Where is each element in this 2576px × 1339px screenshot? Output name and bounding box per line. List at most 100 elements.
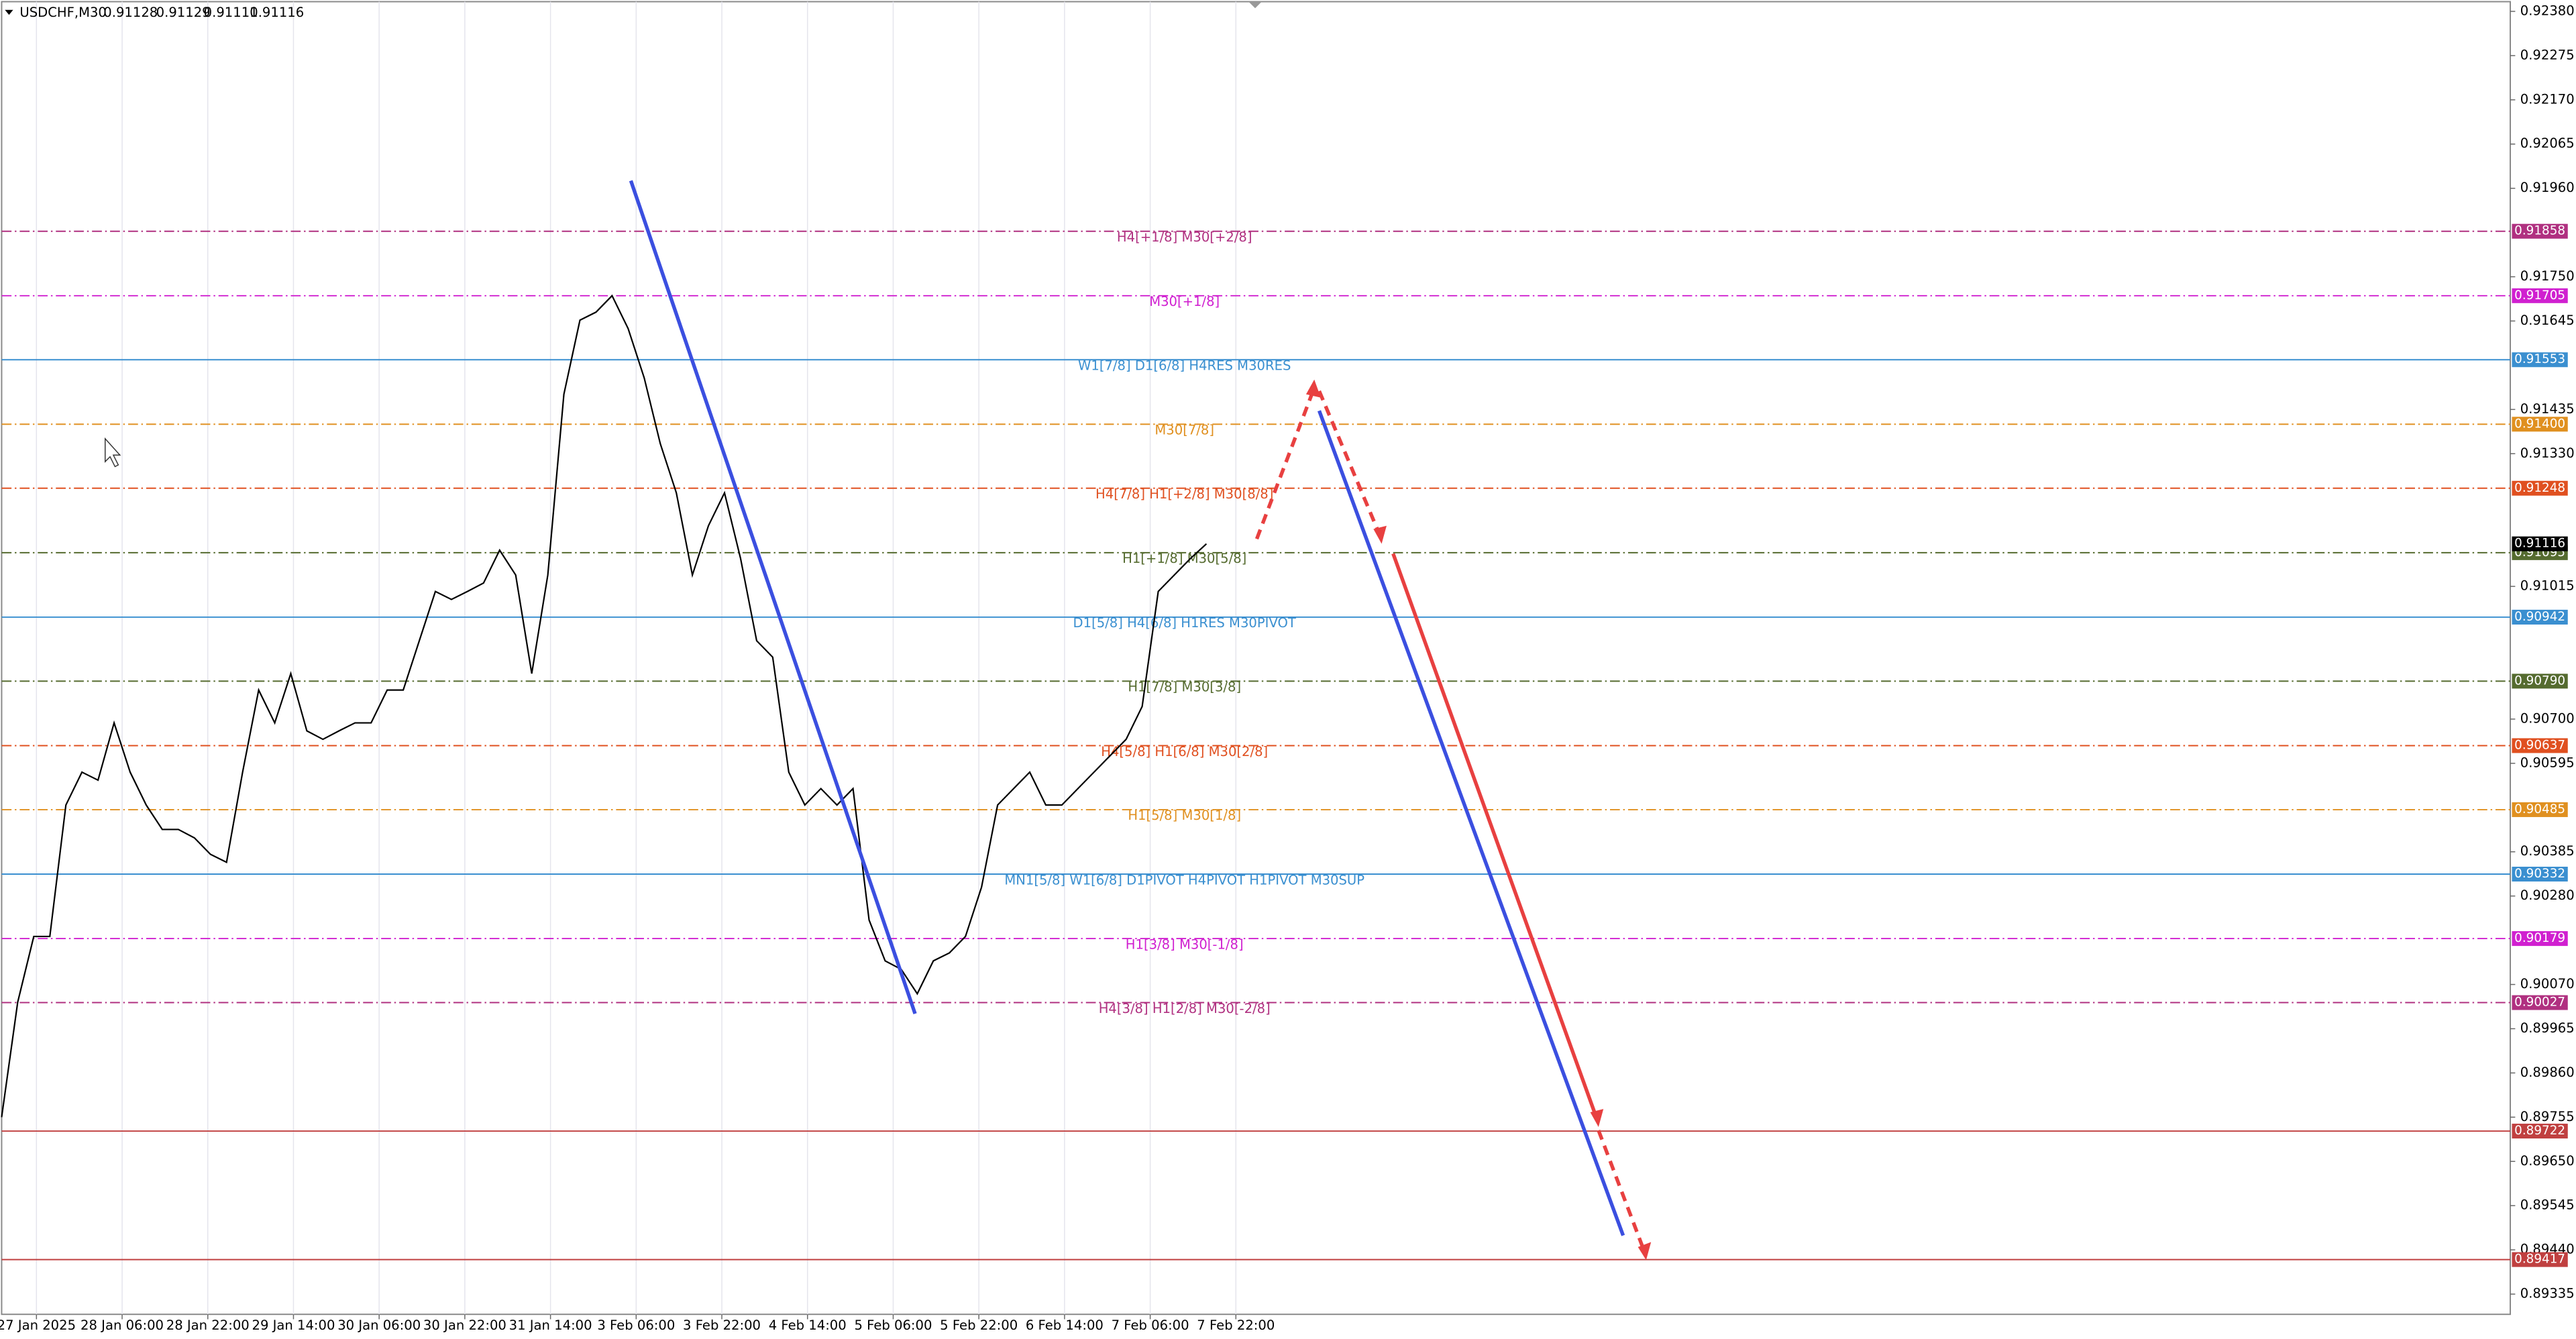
price-tag bbox=[2512, 609, 2568, 625]
price-tag bbox=[2512, 480, 2568, 496]
price-tag bbox=[2512, 288, 2568, 303]
price-tag bbox=[2512, 866, 2568, 882]
price-tag bbox=[2512, 352, 2568, 368]
y-tick-label: 0.89860 bbox=[2520, 1065, 2575, 1080]
price-tag-label: 0.90027 bbox=[2514, 996, 2565, 1010]
price-tag-label: 0.91248 bbox=[2514, 481, 2565, 495]
level-label: H4[7/8] H1[+2/8] M30[8/8] bbox=[1095, 486, 1273, 502]
x-tick-label: 3 Feb 22:00 bbox=[683, 1318, 761, 1333]
x-tick-label: 27 Jan 2025 bbox=[0, 1318, 76, 1333]
price-tag-label: 0.90485 bbox=[2514, 802, 2565, 816]
y-tick-label: 0.91015 bbox=[2520, 578, 2575, 594]
y-tick-label: 0.91645 bbox=[2520, 313, 2575, 328]
mouse-cursor bbox=[105, 437, 121, 468]
level-label: H4[5/8] H1[6/8] M30[2/8] bbox=[1101, 744, 1268, 759]
price-tag-label: 0.91400 bbox=[2514, 417, 2565, 431]
y-tick-label: 0.92380 bbox=[2520, 3, 2575, 18]
y-tick-label: 0.89650 bbox=[2520, 1153, 2575, 1169]
x-tick-label: 30 Jan 06:00 bbox=[337, 1318, 421, 1333]
y-tick-label: 0.91750 bbox=[2520, 268, 2575, 284]
price-tag bbox=[2512, 417, 2568, 432]
y-tick-label: 0.90595 bbox=[2520, 755, 2575, 770]
price-tag-label: 0.90332 bbox=[2514, 867, 2565, 881]
axes: 27 Jan 2025 28 Jan 06:00 28 Jan 22:00 29 Ja… bbox=[0, 3, 2575, 1332]
level-label: H1[+1/8] M30[5/8] bbox=[1122, 551, 1246, 566]
x-tick-label: 7 Feb 22:00 bbox=[1197, 1318, 1275, 1333]
price-tag bbox=[2512, 738, 2568, 753]
annotations bbox=[105, 1, 1652, 1261]
current-price-label: 0.91116 bbox=[2514, 537, 2565, 551]
arrow-head bbox=[1305, 379, 1321, 398]
price-tag-label: 0.91705 bbox=[2514, 288, 2565, 303]
level-label: MN1[5/8] W1[6/8] D1PIVOT H4PIVOT H1PIVOT… bbox=[1004, 872, 1364, 888]
price-tag bbox=[2512, 802, 2568, 817]
y-tick-label: 0.89545 bbox=[2520, 1197, 2575, 1213]
level-label: M30[+1/8] bbox=[1149, 294, 1220, 309]
y-tick-label: 0.92065 bbox=[2520, 136, 2575, 151]
grid bbox=[36, 1, 1237, 1315]
price-line bbox=[1, 294, 1208, 1118]
price-tag-label: 0.91553 bbox=[2514, 352, 2565, 366]
scroll-marker bbox=[1248, 1, 1262, 9]
levels: H4[+1/8] M30[+2/8] M30[+1/8] W1[7/8] D1[6/… bbox=[1, 229, 2511, 1261]
ohlc-value: 0.91116 bbox=[250, 5, 304, 20]
level-label: H4[3/8] H1[2/8] M30[-2/8] bbox=[1099, 1001, 1271, 1016]
x-tick-label: 5 Feb 06:00 bbox=[854, 1318, 932, 1333]
price-tag bbox=[2512, 1124, 2568, 1139]
y-tick-label: 0.91435 bbox=[2520, 401, 2575, 417]
forecast-arrow bbox=[1254, 387, 1316, 540]
price-tag-label: 0.91858 bbox=[2514, 224, 2565, 238]
x-tick-label: 29 Jan 14:00 bbox=[252, 1318, 335, 1333]
forecast-arrow bbox=[1318, 390, 1382, 537]
price-tag bbox=[2512, 931, 2568, 947]
ohlc-value: 0.91128 bbox=[103, 5, 158, 20]
y-tick-label: 0.90700 bbox=[2520, 710, 2575, 726]
x-tick-label: 7 Feb 06:00 bbox=[1112, 1318, 1189, 1333]
x-tick-label: 31 Jan 14:00 bbox=[509, 1318, 592, 1333]
level-label: H1[7/8] M30[3/8] bbox=[1128, 680, 1241, 695]
price-tag bbox=[2512, 223, 2568, 239]
y-tick-label: 0.90070 bbox=[2520, 976, 2575, 992]
y-tick-label: 0.90280 bbox=[2520, 888, 2575, 903]
x-tick-label: 4 Feb 14:00 bbox=[769, 1318, 847, 1333]
price-tag-label: 0.89722 bbox=[2514, 1124, 2565, 1138]
y-tick-label: 0.89965 bbox=[2520, 1020, 2575, 1036]
x-tick-label: 28 Jan 22:00 bbox=[166, 1318, 250, 1333]
y-tick-label: 0.90385 bbox=[2520, 843, 2575, 859]
y-tick-label: 0.89335 bbox=[2520, 1286, 2575, 1301]
trend-line bbox=[629, 180, 917, 1014]
y-tick-label: 0.91960 bbox=[2520, 180, 2575, 195]
x-tick-label: 6 Feb 14:00 bbox=[1026, 1318, 1104, 1333]
level-label: H1[5/8] M30[1/8] bbox=[1128, 808, 1241, 823]
price-tag-label: 0.90942 bbox=[2514, 610, 2565, 624]
level-label: M30[7/8] bbox=[1155, 423, 1214, 438]
price-tag-label: 0.90790 bbox=[2514, 674, 2565, 688]
level-label: H1[3/8] M30[-1/8] bbox=[1126, 936, 1244, 952]
x-tick-label: 30 Jan 22:00 bbox=[423, 1318, 506, 1333]
x-tick-label: 3 Feb 06:00 bbox=[597, 1318, 675, 1333]
header: USDCHF,M30 0.91128 0.91129 0.91111 0.911… bbox=[5, 5, 304, 20]
arrow-head bbox=[1590, 1109, 1604, 1128]
price-tag bbox=[2512, 1252, 2568, 1267]
price-tag bbox=[2512, 674, 2568, 689]
level-label: H4[+1/8] M30[+2/8] bbox=[1117, 229, 1252, 245]
arrow-head bbox=[1638, 1242, 1652, 1261]
ohlc-value: 0.91111 bbox=[204, 5, 258, 20]
price-tag bbox=[2512, 995, 2568, 1010]
menu-icon bbox=[5, 9, 13, 15]
y-tick-label: 0.89755 bbox=[2520, 1109, 2575, 1124]
ohlc-value: 0.91129 bbox=[156, 5, 211, 20]
y-tick-label: 0.92170 bbox=[2520, 91, 2575, 107]
price-tag-label: 0.90179 bbox=[2514, 931, 2565, 945]
x-tick-label: 28 Jan 06:00 bbox=[80, 1318, 164, 1333]
y-tick-label: 0.91330 bbox=[2520, 445, 2575, 461]
y-tick-label: 0.92275 bbox=[2520, 47, 2575, 62]
trend-line bbox=[1318, 410, 1625, 1236]
forecast-arrow bbox=[1391, 553, 1599, 1120]
x-tick-label: 5 Feb 22:00 bbox=[940, 1318, 1018, 1333]
price-tag-label: 0.90637 bbox=[2514, 738, 2565, 752]
current-price-tag bbox=[2512, 536, 2568, 551]
